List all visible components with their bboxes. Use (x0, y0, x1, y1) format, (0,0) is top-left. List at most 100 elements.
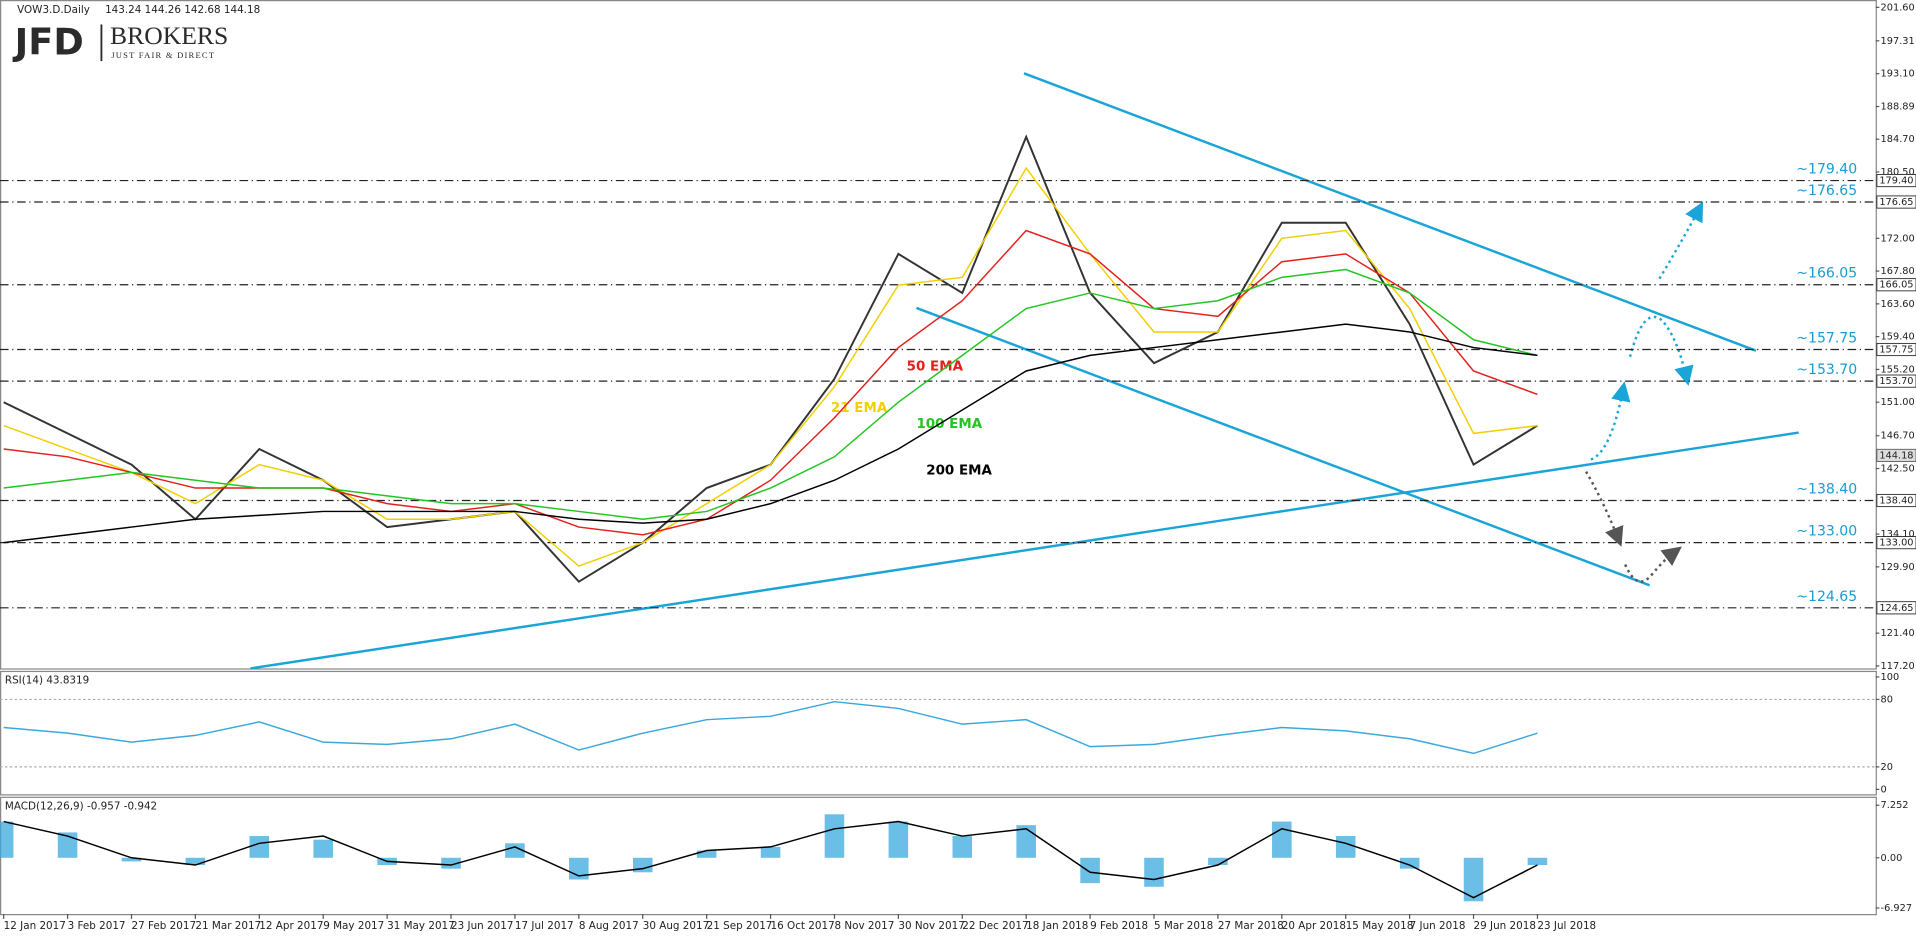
histogram-bar (1399, 857, 1420, 869)
level-axis-label: 166.05 (1879, 280, 1913, 291)
x-tick-label: 30 Nov 2017 (898, 920, 964, 932)
rsi-panel (0, 670, 1877, 796)
series-line (3, 700, 1538, 755)
series-line (3, 323, 1538, 544)
level-label: ~153.70 (1796, 362, 1857, 378)
x-tick-label: 15 May 2018 (1346, 920, 1414, 932)
x-tick-label: 30 Aug 2017 (643, 920, 709, 932)
histogram-bar (505, 843, 525, 858)
histogram-bar (696, 850, 717, 858)
y-tick-label: 167.80 (1881, 266, 1915, 277)
scenario-arrows (1585, 201, 1704, 583)
rsi-title: RSI(14) 43.8319 (5, 675, 89, 687)
y-tick-label: 142.50 (1881, 464, 1915, 475)
x-tick-label: 9 Feb 2018 (1090, 920, 1148, 932)
histogram-bar (760, 846, 781, 858)
last-price-label: 144.18 (1879, 450, 1913, 461)
level-label: ~138.40 (1796, 482, 1857, 498)
y-tick-label: 146.70 (1881, 431, 1915, 442)
x-tick-label: 12 Jan 2017 (4, 920, 66, 932)
y-tick-label: 159.40 (1881, 332, 1915, 343)
x-tick-label: 20 Apr 2018 (1282, 920, 1346, 932)
histogram-bar (1272, 821, 1292, 858)
y-tick-label: 80 (1881, 694, 1893, 705)
series-label: 100 EMA (916, 417, 982, 432)
level-label: ~179.40 (1796, 162, 1857, 178)
macd-title: MACD(12,26,9) -0.957 -0.942 (5, 800, 157, 812)
level-label: ~166.05 (1796, 266, 1857, 282)
y-tick-label: 134.10 (1881, 529, 1915, 540)
histogram-bar (1144, 857, 1164, 887)
y-tick-label: -6.927 (1881, 903, 1912, 914)
y-tick-label: 188.89 (1881, 102, 1915, 113)
histogram-bar (57, 832, 78, 858)
y-tick-label: 100 (1881, 672, 1900, 683)
y-tick-label: 193.10 (1881, 69, 1915, 80)
level-label: ~157.75 (1796, 331, 1857, 347)
histogram-bar (824, 814, 845, 858)
x-tick-label: 21 Sep 2017 (707, 920, 773, 932)
histogram-bar (121, 857, 142, 862)
level-axis-label: 179.40 (1879, 176, 1913, 187)
level-label: ~124.65 (1796, 589, 1857, 605)
y-tick-label: 129.90 (1881, 562, 1915, 573)
series-line (3, 166, 1538, 567)
channel-lower (916, 306, 1651, 587)
y-tick-label: 180.50 (1881, 167, 1915, 178)
trend-lines (250, 72, 1799, 670)
x-tick-label: 31 May 2017 (387, 920, 455, 932)
support-line (250, 431, 1799, 670)
level-axis-label: 124.65 (1879, 603, 1913, 614)
arrow-break (1658, 201, 1704, 280)
series-label: 200 EMA (926, 463, 992, 478)
histogram-bar (1016, 825, 1036, 858)
x-tick-label: 9 May 2017 (323, 920, 384, 932)
x-tick-label: 8 Nov 2017 (834, 920, 894, 932)
y-tick-label: 155.20 (1881, 364, 1915, 375)
x-tick-label: 8 Aug 2017 (579, 920, 639, 932)
y-tick-label: 201.60 (1881, 2, 1915, 13)
y-tick-label: 117.20 (1881, 661, 1915, 672)
histogram-bar (1335, 836, 1356, 858)
x-tick-label: 18 Jan 2018 (1026, 920, 1088, 932)
series-label: 21 EMA (831, 401, 888, 416)
y-tick-label: 184.70 (1881, 134, 1915, 145)
y-tick-label: 151.00 (1881, 397, 1915, 408)
histogram-bar (1208, 857, 1228, 866)
quote: 143.24 144.26 142.68 144.18 (105, 4, 260, 16)
histogram-bar (249, 836, 270, 858)
symbol: VOW3.D.Daily (17, 4, 90, 16)
y-tick-label: 0 (1881, 784, 1887, 795)
x-tick-label: 7 Jun 2018 (1410, 920, 1466, 932)
x-tick-label: 29 Jun 2018 (1474, 920, 1536, 932)
histogram-bar (952, 836, 973, 858)
arrow-down (1585, 471, 1624, 547)
x-tick-label: 5 Mar 2018 (1154, 920, 1213, 932)
histogram-bar (1527, 857, 1548, 866)
x-tick-label: 16 Oct 2017 (771, 920, 835, 932)
histogram-bar (1463, 857, 1484, 902)
x-tick-label: 21 Mar 2017 (195, 920, 261, 932)
y-tick-label: 197.31 (1881, 36, 1915, 47)
x-tick-label: 23 Jun 2017 (451, 920, 513, 932)
y-tick-label: 20 (1881, 762, 1893, 773)
histogram-bar (1080, 857, 1100, 884)
level-label: ~133.00 (1796, 524, 1857, 540)
x-tick-label: 23 Jul 2018 (1537, 920, 1596, 932)
level-axis-label: 176.65 (1879, 197, 1913, 208)
level-axis-label: 138.40 (1879, 496, 1913, 507)
arrow-bounce (1624, 546, 1682, 583)
y-tick-label: 121.40 (1881, 628, 1915, 639)
x-tick-label: 12 Apr 2017 (259, 920, 323, 932)
histogram-bar (888, 821, 909, 858)
x-tick-label: 17 Jul 2017 (515, 920, 574, 932)
x-tick-label: 27 Feb 2017 (131, 920, 196, 932)
x-tick-label: 27 Mar 2018 (1218, 920, 1284, 932)
series-label: 50 EMA (907, 360, 964, 375)
logo-tagline: JUST FAIR & DIRECT (111, 50, 215, 60)
x-tick-label: 3 Feb 2017 (68, 920, 126, 932)
logo-name: BROKERS (110, 21, 228, 50)
